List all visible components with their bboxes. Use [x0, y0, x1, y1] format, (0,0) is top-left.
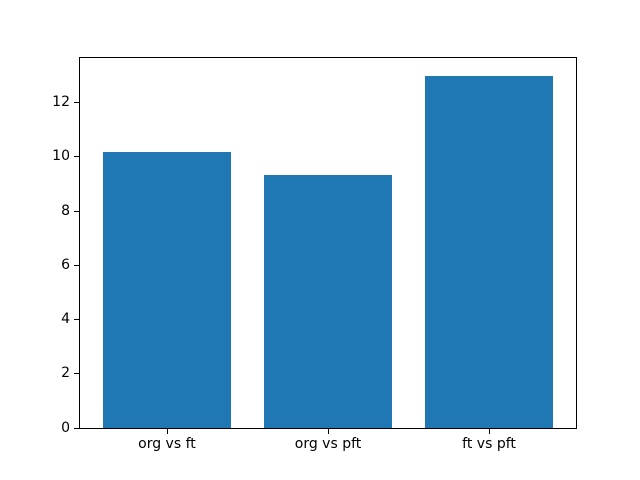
y-tick-label: 2 [61, 365, 70, 382]
y-tick [74, 373, 79, 375]
bar [102, 151, 232, 428]
x-tick [489, 429, 491, 434]
y-tick [74, 210, 79, 212]
y-tick-label: 10 [52, 148, 70, 165]
x-tick-label: org vs ft [138, 436, 196, 452]
x-tick-label: org vs pft [294, 436, 362, 452]
y-tick-label: 8 [61, 202, 70, 219]
y-tick [74, 427, 79, 429]
y-tick-label: 6 [61, 256, 70, 273]
y-tick-label: 12 [52, 94, 70, 111]
y-tick [74, 156, 79, 158]
x-tick [166, 429, 168, 434]
x-tick-label: ft vs pft [462, 436, 516, 452]
x-tick [328, 429, 329, 434]
y-tick [74, 319, 79, 321]
bar [424, 75, 554, 428]
axes-frame: org vs ft org vs pft ft vs pft 0 2 4 6 8 10 12 [52, 57, 577, 452]
y-tick-label: 4 [61, 311, 70, 328]
y-tick-label: 0 [61, 419, 70, 436]
y-tick [74, 102, 79, 104]
bar [263, 174, 393, 428]
y-tick [74, 264, 79, 266]
